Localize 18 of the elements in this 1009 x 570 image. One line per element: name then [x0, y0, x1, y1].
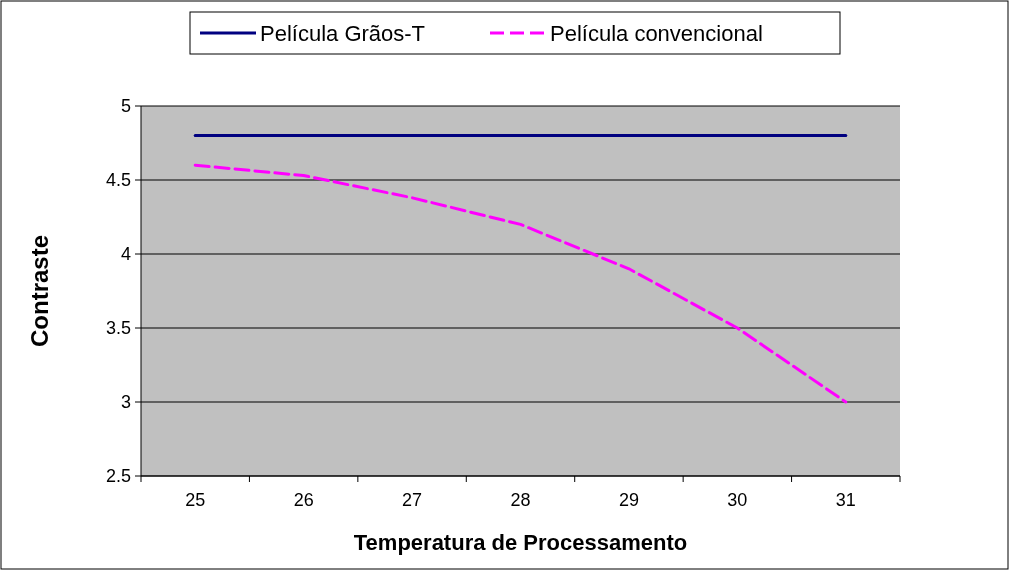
y-tick-label: 4 — [120, 244, 131, 265]
x-tick-label: 30 — [727, 490, 748, 510]
line-series — [193, 163, 848, 404]
legend-label: Película Grãos-T — [260, 20, 426, 46]
y-tick-label: 3.5 — [105, 318, 131, 339]
y-axis-title: Contraste — [26, 234, 53, 348]
x-axis-title: Temperatura de Processamento — [353, 530, 688, 555]
y-tick-label: 2.5 — [105, 466, 131, 487]
x-tick-label: 31 — [835, 490, 856, 510]
x-tick-label: 28 — [510, 490, 531, 510]
legend-label: Película convencional — [550, 20, 763, 46]
x-tick-label: 25 — [185, 490, 206, 510]
y-tick-label: 4.5 — [105, 170, 131, 191]
x-tick-label: 26 — [293, 490, 314, 510]
y-tick-label: 5 — [120, 96, 131, 117]
x-tick-label: 29 — [618, 490, 639, 510]
y-tick-label: 3 — [120, 392, 131, 413]
x-tick-label: 27 — [402, 490, 423, 510]
